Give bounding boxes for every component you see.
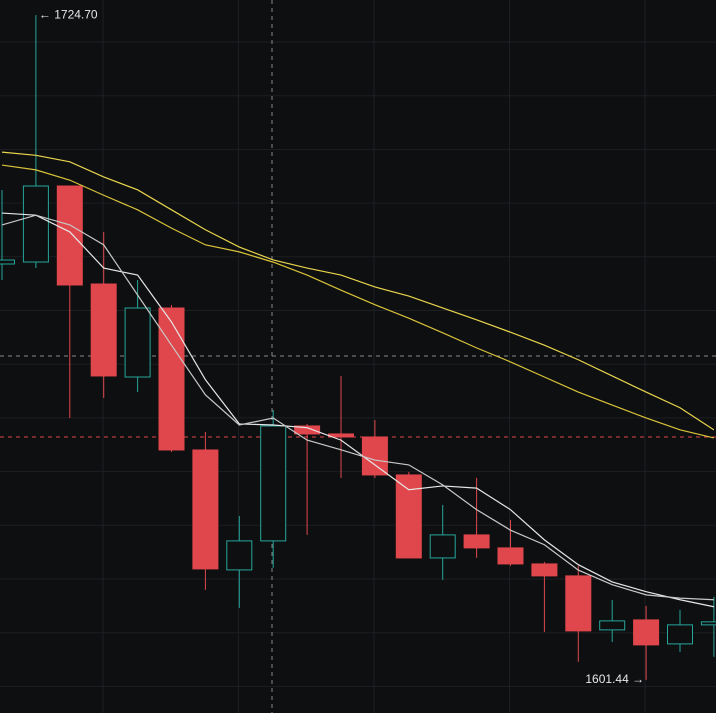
candle-body bbox=[599, 620, 626, 631]
candle-body bbox=[0, 259, 15, 265]
candle-body bbox=[497, 547, 524, 565]
candle-body bbox=[56, 185, 83, 286]
candle-body bbox=[565, 575, 592, 632]
candle-body bbox=[633, 619, 660, 646]
candle-body bbox=[124, 307, 151, 378]
candle-body bbox=[22, 185, 49, 263]
moving-average bbox=[1, 214, 714, 601]
moving-average bbox=[1, 164, 715, 439]
candle-body bbox=[429, 534, 456, 559]
max-price-label: ← 1724.70 bbox=[39, 7, 98, 21]
candle-body bbox=[531, 563, 558, 577]
moving-average bbox=[1, 151, 715, 431]
candle-body bbox=[158, 307, 185, 451]
candle-body bbox=[294, 425, 321, 435]
candle-body bbox=[192, 449, 219, 570]
candle-body bbox=[361, 436, 388, 476]
candle-body bbox=[90, 283, 117, 377]
candle-body bbox=[700, 621, 716, 626]
candle-body bbox=[226, 540, 253, 571]
min-price-label: 1601.44 → bbox=[585, 672, 644, 686]
candle-body bbox=[395, 474, 422, 559]
moving-average bbox=[1, 212, 715, 608]
candle-body bbox=[463, 534, 490, 549]
candle-body bbox=[260, 425, 287, 542]
candle-body bbox=[667, 624, 693, 645]
